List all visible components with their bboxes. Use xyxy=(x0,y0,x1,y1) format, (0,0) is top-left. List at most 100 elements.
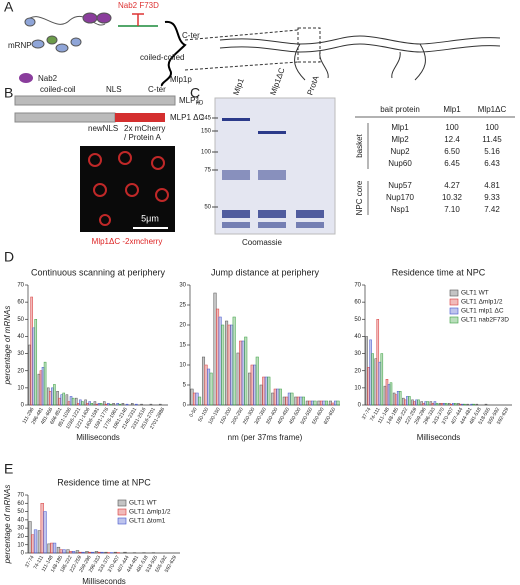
bar xyxy=(58,397,61,406)
bar xyxy=(37,373,41,406)
bar xyxy=(452,403,455,406)
bar xyxy=(331,402,335,406)
bar xyxy=(404,399,407,406)
bar xyxy=(50,542,54,554)
bar xyxy=(463,403,466,406)
x-axis-label: Milliseconds xyxy=(76,433,120,442)
bar xyxy=(475,403,479,406)
bar xyxy=(324,400,329,406)
legend-label: GLT1 Δmlp1/2 xyxy=(129,509,171,516)
y-tick-label: 0 xyxy=(358,403,362,409)
bar xyxy=(278,388,282,406)
bar xyxy=(71,551,76,554)
y-tick-label: 40 xyxy=(17,334,24,340)
label: Nab2 xyxy=(38,74,58,83)
bar xyxy=(442,403,446,406)
y-tick-label: 50 xyxy=(17,509,24,515)
bar xyxy=(457,403,460,406)
label: coiled-coiled xyxy=(140,53,184,62)
bar xyxy=(389,382,393,406)
bar xyxy=(104,551,108,554)
bar xyxy=(282,396,286,406)
bar xyxy=(225,320,229,406)
bar xyxy=(383,385,387,406)
bar xyxy=(34,319,38,406)
bar xyxy=(86,403,89,406)
legend-swatch xyxy=(117,499,127,507)
bar xyxy=(422,403,425,406)
bar xyxy=(81,401,84,406)
y-tick-label: 40 xyxy=(17,517,24,523)
bar xyxy=(216,308,220,406)
label: NLS xyxy=(106,85,122,94)
y-tick-label: 10 xyxy=(354,385,361,391)
bar xyxy=(273,388,277,406)
y-tick-label: 10 xyxy=(179,363,186,369)
bar xyxy=(62,392,66,406)
legend-label: GLT1 nab2F73D xyxy=(461,317,509,324)
group-label: basket xyxy=(355,133,364,157)
bar xyxy=(47,543,51,554)
bar xyxy=(424,401,427,406)
mlp1-bar xyxy=(14,95,176,106)
bar xyxy=(420,401,423,406)
bar xyxy=(74,397,78,406)
bar xyxy=(380,353,384,406)
bar xyxy=(204,364,208,406)
y-tick-label: 30 xyxy=(17,526,24,532)
table-cell: 12.4 xyxy=(444,135,460,144)
marker-label: 245 xyxy=(201,116,212,122)
bar xyxy=(31,534,35,554)
bar xyxy=(371,353,374,406)
bar xyxy=(262,376,266,406)
bar xyxy=(88,401,91,406)
table-cell: 4.81 xyxy=(484,181,500,190)
bar xyxy=(125,403,129,406)
bar xyxy=(236,352,240,406)
label: coiled-coil xyxy=(40,85,76,94)
label: MLP1 xyxy=(179,96,200,105)
bar xyxy=(100,551,104,554)
bar xyxy=(130,403,134,406)
bar xyxy=(239,340,243,406)
bar xyxy=(213,292,217,406)
caption: Mlp1ΔC -2xmcherry xyxy=(92,237,163,246)
bar xyxy=(112,403,115,406)
table-cell: 6.50 xyxy=(444,147,460,156)
bar xyxy=(313,400,317,406)
bar xyxy=(207,368,211,406)
table-cell: 6.45 xyxy=(444,159,460,168)
table-cell: 7.10 xyxy=(444,205,460,214)
bar xyxy=(62,549,66,554)
x-axis-label: nm (per 37ms frame) xyxy=(228,433,303,442)
bar xyxy=(113,551,118,554)
chart-title: Residence time at NPC xyxy=(57,477,151,487)
y-tick-label: 10 xyxy=(17,542,24,548)
x-tick-label: 0-50 xyxy=(188,406,198,418)
bar xyxy=(46,387,50,406)
label: C-ter xyxy=(148,85,166,94)
bar xyxy=(85,551,89,554)
y-tick-label: 20 xyxy=(17,368,24,374)
bar xyxy=(52,542,57,554)
y-tick-label: 50 xyxy=(17,317,24,323)
bar xyxy=(109,403,112,406)
y-tick-label: 50 xyxy=(354,317,361,323)
bar xyxy=(267,376,271,406)
table-cell: 11.45 xyxy=(482,135,502,144)
chart-title: Residence time at NPC xyxy=(392,267,486,277)
y-tick-label: 15 xyxy=(179,343,186,349)
bar xyxy=(232,316,236,406)
bar xyxy=(472,403,475,406)
bar xyxy=(53,384,56,406)
bar xyxy=(294,396,298,406)
table-cell: 100 xyxy=(485,123,499,132)
bar xyxy=(454,403,457,406)
bar xyxy=(248,372,252,406)
gel-bands xyxy=(222,118,324,228)
marker-label: 75 xyxy=(204,168,211,174)
bar xyxy=(290,392,294,406)
bar xyxy=(69,551,73,554)
mrnp-drawing xyxy=(24,12,112,53)
bar xyxy=(299,396,303,406)
